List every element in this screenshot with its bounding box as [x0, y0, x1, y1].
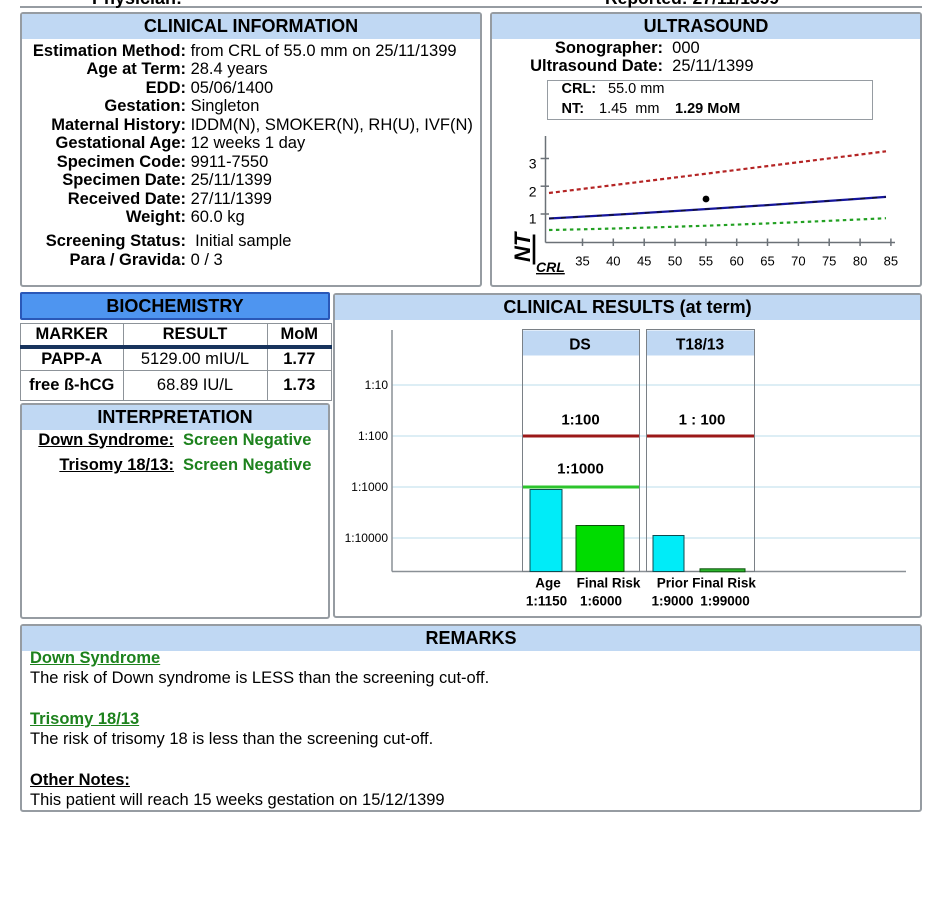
svg-text:3: 3 — [529, 156, 537, 172]
svg-text:45: 45 — [637, 254, 651, 269]
svg-text:1:1150: 1:1150 — [526, 593, 567, 608]
svg-text:60: 60 — [729, 254, 743, 269]
svg-text:1:99000: 1:99000 — [700, 593, 750, 608]
svg-text:1:10000: 1:10000 — [345, 531, 389, 545]
svg-text:1:100: 1:100 — [358, 429, 388, 443]
svg-text:Final Risk: Final Risk — [692, 575, 756, 590]
svg-text:65: 65 — [760, 254, 774, 269]
svg-text:1:6000: 1:6000 — [580, 593, 622, 608]
svg-text:1:10: 1:10 — [365, 378, 389, 392]
svg-text:Prior: Prior — [657, 575, 689, 590]
svg-text:85: 85 — [884, 254, 898, 269]
svg-text:35: 35 — [575, 254, 589, 269]
svg-text:1:100: 1:100 — [561, 411, 599, 428]
svg-text:T18/13: T18/13 — [676, 336, 725, 353]
svg-text:1:9000: 1:9000 — [651, 593, 693, 608]
svg-text:DS: DS — [569, 336, 591, 353]
svg-text:80: 80 — [853, 254, 867, 269]
svg-text:1:1000: 1:1000 — [351, 480, 388, 494]
svg-text:CRL: CRL — [536, 259, 565, 275]
svg-text:NT: NT — [510, 231, 535, 262]
svg-text:55: 55 — [699, 254, 713, 269]
svg-text:2: 2 — [529, 184, 537, 200]
svg-text:75: 75 — [822, 254, 836, 269]
svg-text:Age: Age — [535, 575, 561, 590]
svg-text:1:1000: 1:1000 — [557, 460, 604, 477]
svg-text:50: 50 — [668, 254, 682, 269]
svg-text:70: 70 — [791, 254, 805, 269]
svg-text:1: 1 — [529, 211, 537, 227]
svg-text:Final Risk: Final Risk — [577, 575, 641, 590]
svg-text:1 : 100: 1 : 100 — [679, 411, 726, 428]
svg-text:40: 40 — [606, 254, 620, 269]
